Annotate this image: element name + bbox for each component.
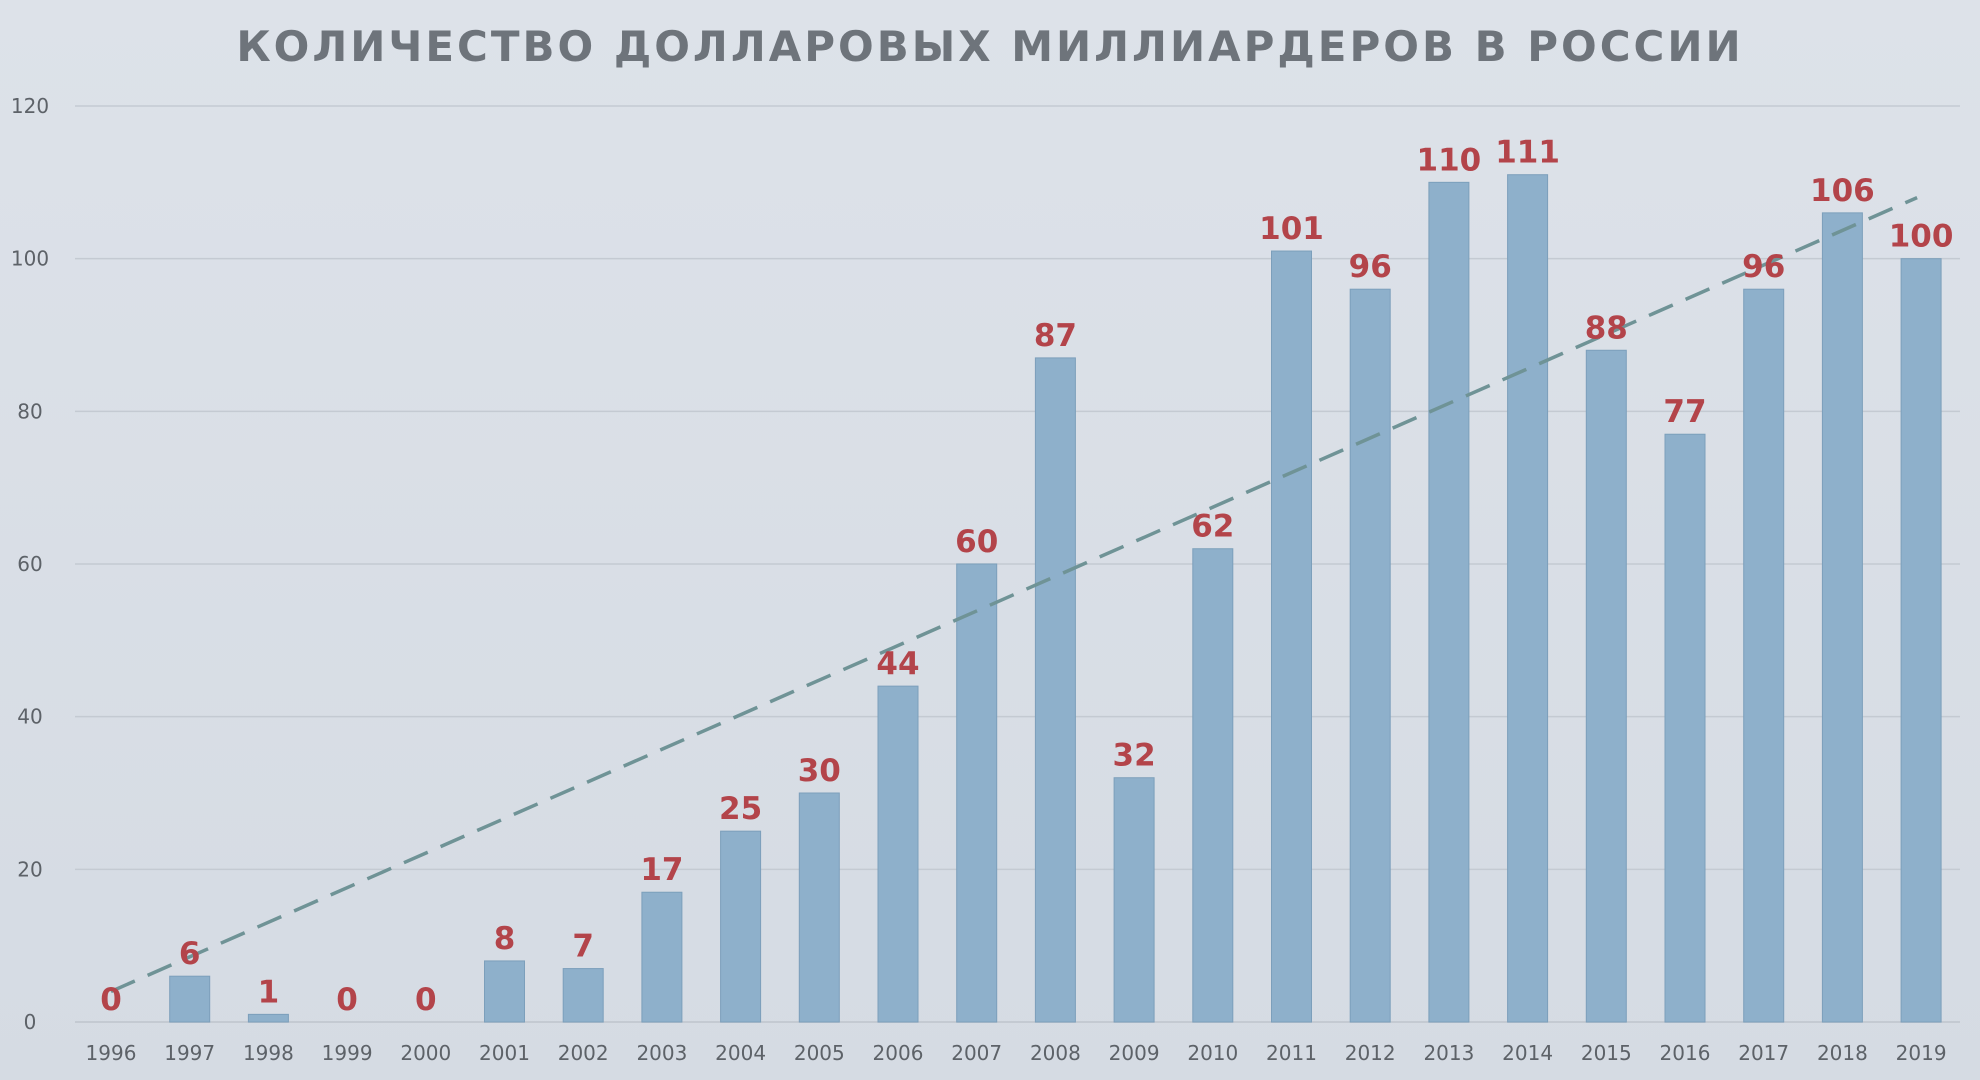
bar-2007 xyxy=(956,563,998,1023)
data-label: 44 xyxy=(876,646,919,682)
bar-2005 xyxy=(798,792,840,1023)
x-tick-label: 2012 xyxy=(1345,1041,1396,1065)
data-label: 8 xyxy=(494,921,516,957)
x-tick-label: 2014 xyxy=(1502,1041,1553,1065)
y-axis-ticks: 0 20 40 60 80 100 120 xyxy=(11,94,49,1034)
bar-2016 xyxy=(1664,433,1706,1023)
bar-2014 xyxy=(1507,174,1549,1023)
bar-2008 xyxy=(1034,357,1076,1023)
x-tick-label: 2015 xyxy=(1581,1041,1632,1065)
chart-title: КОЛИЧЕСТВО ДОЛЛАРОВЫХ МИЛЛИАРДЕРОВ В РОС… xyxy=(236,22,1744,71)
x-tick-label: 2007 xyxy=(951,1041,1002,1065)
bar-2013 xyxy=(1428,181,1470,1023)
data-label: 100 xyxy=(1889,219,1954,255)
x-tick-label: 2009 xyxy=(1109,1041,1160,1065)
x-tick-label: 2011 xyxy=(1266,1041,1317,1065)
data-label: 111 xyxy=(1495,135,1560,171)
y-tick-label: 120 xyxy=(11,94,49,118)
data-label: 96 xyxy=(1742,249,1785,285)
x-tick-label: 2000 xyxy=(400,1041,451,1065)
data-label: 30 xyxy=(798,753,841,789)
bar-2011 xyxy=(1271,250,1312,1023)
bar-2002 xyxy=(562,968,604,1023)
data-label: 60 xyxy=(955,524,998,560)
data-label: 32 xyxy=(1113,738,1156,774)
x-tick-label: 2016 xyxy=(1660,1041,1711,1065)
data-label: 0 xyxy=(415,982,437,1018)
data-label: 0 xyxy=(100,982,122,1018)
y-tick-label: 60 xyxy=(17,552,42,576)
data-label: 25 xyxy=(719,791,762,827)
x-tick-label: 1996 xyxy=(86,1041,137,1065)
x-tick-label: 2019 xyxy=(1896,1041,1947,1065)
bar-1998 xyxy=(247,1013,289,1023)
x-tick-label: 2010 xyxy=(1187,1041,1238,1065)
data-label: 110 xyxy=(1417,142,1482,178)
bar-2004 xyxy=(720,830,762,1023)
trendline-layer xyxy=(110,195,1918,994)
data-label: 77 xyxy=(1663,394,1706,430)
data-label: 87 xyxy=(1034,318,1077,354)
y-tick-label: 0 xyxy=(24,1010,37,1034)
x-tick-label: 1999 xyxy=(322,1041,373,1065)
bar-2017 xyxy=(1743,288,1785,1023)
bars xyxy=(169,174,1942,1023)
data-label: 106 xyxy=(1810,173,1875,209)
bar-2006 xyxy=(877,685,919,1023)
bar-2001 xyxy=(484,960,525,1023)
data-label: 101 xyxy=(1259,211,1324,247)
y-tick-label: 80 xyxy=(17,399,42,423)
data-label: 7 xyxy=(572,929,594,965)
y-tick-label: 20 xyxy=(17,857,42,881)
x-tick-label: 1998 xyxy=(243,1041,294,1065)
bar-2010 xyxy=(1192,548,1234,1023)
bar-2012 xyxy=(1349,288,1391,1023)
x-tick-label: 2004 xyxy=(715,1041,766,1065)
x-tick-label: 2002 xyxy=(558,1041,609,1065)
data-label: 88 xyxy=(1585,310,1628,346)
x-tick-label: 2018 xyxy=(1817,1041,1868,1065)
bar-2019 xyxy=(1900,258,1942,1023)
x-tick-label: 2006 xyxy=(873,1041,924,1065)
bar-2015 xyxy=(1585,349,1627,1023)
x-tick-label: 1997 xyxy=(164,1041,215,1065)
bar-2009 xyxy=(1113,777,1155,1023)
data-label: 96 xyxy=(1349,249,1392,285)
data-label: 0 xyxy=(336,982,358,1018)
x-tick-label: 2005 xyxy=(794,1041,845,1065)
x-tick-label: 2008 xyxy=(1030,1041,1081,1065)
data-label: 17 xyxy=(640,852,683,888)
bar-2003 xyxy=(641,891,683,1023)
x-tick-label: 2003 xyxy=(636,1041,687,1065)
y-tick-label: 40 xyxy=(17,705,42,729)
x-axis-ticks: 1996 1997 1998 1999 2000 2001 2002 2003 2004 2005… xyxy=(86,1041,1947,1065)
trendline xyxy=(110,195,1918,994)
x-tick-label: 2017 xyxy=(1738,1041,1789,1065)
data-label: 62 xyxy=(1191,509,1234,545)
y-tick-label: 100 xyxy=(11,247,49,271)
x-tick-label: 2001 xyxy=(479,1041,530,1065)
bar-2018 xyxy=(1821,212,1863,1023)
x-tick-label: 2013 xyxy=(1423,1041,1474,1065)
data-label: 1 xyxy=(258,974,280,1010)
bar-1997 xyxy=(169,975,211,1023)
data-label: 6 xyxy=(179,936,201,972)
